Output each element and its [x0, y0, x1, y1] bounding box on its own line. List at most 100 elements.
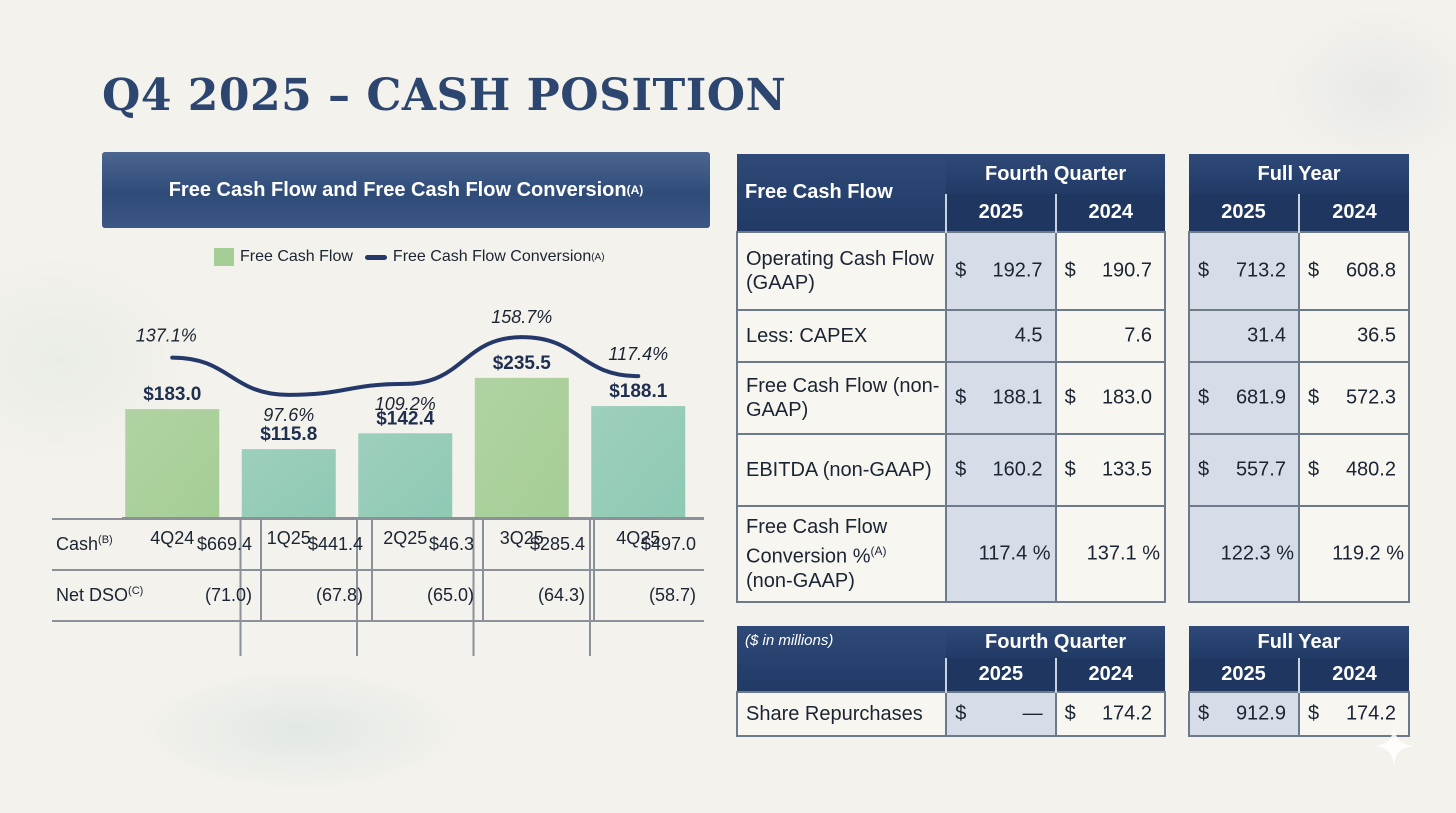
category-tick-label: 4Q25: [616, 528, 660, 548]
fcf-year-table: Full Year 2025 2024 $713.2 $608.8 31.4 3…: [1188, 154, 1410, 603]
fcf-cell: 122.3 %: [1188, 505, 1300, 603]
fcf-row-label: Less: CAPEX: [735, 309, 948, 363]
fcf-chart: $183.0 4Q24 $115.8 1Q25 $142.4 2Q25 $235.5 3Q25…: [122, 307, 704, 656]
fcf-row-label: Free Cash Flow (non-GAAP): [735, 361, 948, 435]
cell-value: 174.2: [1101, 702, 1152, 725]
fcf-cell: $480.2: [1298, 433, 1410, 507]
cell-value: 160.2: [992, 458, 1043, 481]
legend-line-swatch: [364, 254, 387, 260]
currency-symbol: $: [1198, 702, 1210, 725]
repurchase-year-year-2024: 2024: [1298, 658, 1409, 692]
fcf-cell: $188.1: [945, 361, 1057, 435]
repurchase-year-table: Full Year 2025 2024 $912.9 $174.2: [1188, 626, 1410, 737]
stat-label-sup: (C): [128, 585, 144, 597]
conversion-label: 109.2%: [375, 394, 436, 414]
stats-rows: Cash(B) $669.4 $441.4 $46.3 $285.4 $497.…: [52, 518, 704, 622]
fcf-table-header-label: Free Cash Flow: [737, 154, 947, 232]
fcf-cell: $160.2: [945, 433, 1057, 507]
fcf-cell: 117.4 %: [945, 505, 1057, 603]
fcf-cell: $572.3: [1298, 361, 1410, 435]
cell-value: 137.1 %: [1086, 542, 1160, 565]
category-tick-label: 3Q25: [500, 528, 544, 548]
fcf-cell: $192.7: [945, 231, 1057, 311]
sparkle-icon: [1374, 726, 1414, 766]
stat-cell: (65.0): [371, 571, 482, 620]
cell-value: 133.5: [1101, 458, 1152, 481]
fcf-cell: 119.2 %: [1298, 505, 1410, 603]
legend-label-conversion: Free Cash Flow Conversion: [392, 248, 592, 265]
cell-value: 572.3: [1345, 386, 1396, 409]
stat-label-text: Net DSO: [56, 585, 129, 605]
chart-title-superscript: (A): [626, 183, 644, 197]
category-tick-label: 2Q25: [383, 528, 427, 548]
repurchase-quarter-year-2025: 2025: [945, 658, 1056, 692]
fcf-bar-label: $115.8: [260, 424, 317, 445]
currency-symbol: $: [1308, 702, 1320, 725]
row-label-sup: (A): [870, 544, 887, 559]
repurchase-year-year-2025: 2025: [1189, 658, 1299, 692]
fcf-quarter-year-2024: 2024: [1054, 194, 1165, 232]
fcf-bar-label: $188.1: [609, 381, 668, 402]
currency-symbol: $: [1064, 702, 1076, 725]
stat-label-sup: (B): [98, 534, 113, 546]
cell-value: 119.2 %: [1332, 542, 1404, 565]
repurchase-cell: $174.2: [1054, 691, 1167, 737]
chart-title: Free Cash Flow and Free Cash Flow Conver…: [168, 178, 627, 201]
cell-value: 31.4: [1247, 324, 1286, 347]
cell-value: 681.9: [1235, 386, 1286, 409]
currency-symbol: $: [1064, 458, 1076, 481]
fcf-bar-label: $142.4: [376, 408, 435, 429]
stat-cell: (58.7): [593, 571, 704, 620]
cell-value: 183.0: [1101, 386, 1152, 409]
fcf-cell: 31.4: [1188, 309, 1300, 363]
fcf-bar-label: $235.5: [493, 353, 552, 374]
stats-table: Cash(B) $669.4 $441.4 $46.3 $285.4 $497.…: [52, 518, 704, 622]
stat-cell: $669.4: [196, 534, 252, 554]
currency-symbol: $: [1198, 458, 1210, 481]
fcf-bar: [125, 409, 220, 518]
conversion-label: 158.7%: [491, 307, 552, 327]
currency-symbol: $: [1198, 386, 1210, 409]
conversion-label: 137.1%: [136, 326, 197, 346]
legend-bar-swatch: [214, 248, 234, 266]
fcf-year-group-header: Full Year: [1189, 154, 1409, 194]
currency-symbol: $: [1308, 458, 1320, 481]
fcf-bar: [241, 449, 336, 518]
fcf-cell: $681.9: [1188, 361, 1300, 435]
fcf-quarter-group-header: Fourth Quarter: [946, 154, 1165, 194]
category-tick-label: 4Q24: [150, 528, 194, 548]
currency-symbol: $: [1308, 259, 1320, 282]
cell-value: 480.2: [1345, 458, 1396, 481]
row-label-suffix: (non-GAAP): [746, 569, 855, 592]
stat-cell: (71.0): [204, 585, 252, 605]
repurchase-cell: $ —: [945, 691, 1057, 737]
legend-label-conversion-sup: (A): [591, 251, 605, 263]
fcf-quarter-table: Free Cash Flow Fourth Quarter 2025 2024 …: [735, 154, 1167, 603]
fcf-cell: 36.5: [1298, 309, 1410, 363]
cell-value: 557.7: [1235, 458, 1286, 481]
stat-cell: (64.3): [482, 571, 593, 620]
cell-value: 188.1: [992, 386, 1043, 409]
currency-symbol: $: [955, 458, 967, 481]
cell-value: 192.7: [992, 259, 1043, 282]
fcf-quarter-year-2025: 2025: [945, 194, 1056, 232]
repurchase-quarter-table: ($ in millions) Fourth Quarter 2025 2024…: [735, 626, 1167, 737]
fcf-row-label: Free Cash Flow Conversion %(A) (non-GAAP): [735, 505, 948, 603]
fcf-cell: $608.8: [1298, 231, 1410, 311]
repurchase-note-cell: ($ in millions): [737, 626, 947, 692]
chart-legend: Free Cash Flow Free Cash Flow Conversion…: [214, 244, 605, 270]
fcf-bar-label: $183.0: [143, 384, 201, 405]
stat-label: Cash(B): [52, 534, 151, 555]
cell-value: —: [1022, 702, 1043, 725]
conversion-label: 97.6%: [263, 405, 314, 425]
currency-symbol: $: [1308, 386, 1320, 409]
currency-symbol: $: [1064, 259, 1076, 282]
cell-value: 117.4 %: [978, 542, 1051, 565]
stat-cell: $46.3: [371, 520, 482, 569]
repurchase-quarter-group-header: Fourth Quarter: [946, 626, 1165, 658]
repurchase-cell: $174.2: [1298, 691, 1410, 737]
fcf-cell: $190.7: [1054, 231, 1167, 311]
stat-label-text: Cash: [56, 534, 99, 554]
legend-label-fcf: Free Cash Flow: [240, 248, 353, 265]
fcf-cell: $713.2: [1188, 231, 1300, 311]
